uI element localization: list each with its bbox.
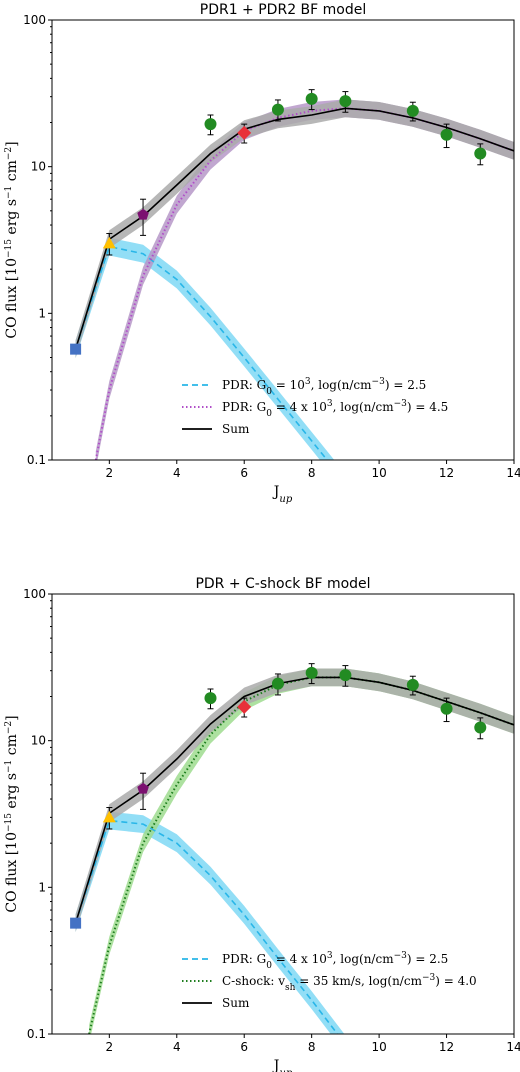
y-tick-label: 0.1: [27, 453, 46, 467]
legend-label-2: C-shock: vsh = 35 km/s, log(n/cm−3) = 4.…: [222, 973, 477, 993]
y-tick-label: 10: [31, 160, 46, 174]
obs-triangle: [102, 810, 116, 823]
y-tick-label: 1: [38, 880, 46, 894]
x-tick-label: 6: [240, 466, 248, 480]
obs-circle: [474, 721, 487, 734]
obs-square: [70, 343, 82, 355]
obs-circle: [271, 103, 284, 116]
plot-frame: [51, 593, 515, 1035]
chart-panel-1: 2 4 6 8 10 12 14 0.1 1 10 100 PDR1 + PDR2 BF model J…: [4, 2, 520, 505]
y-axis-label: CO flux [10−15 erg s−1 cm−2]: [4, 141, 20, 338]
x-tick-label: 10: [371, 1040, 386, 1054]
obs-pentagon: [137, 208, 149, 220]
chart-title: PDR + C-shock BF model: [195, 576, 370, 592]
x-tick-label: 12: [439, 466, 454, 480]
obs-circle: [474, 147, 487, 160]
x-tick-label: 14: [506, 1040, 520, 1054]
chart-title: PDR1 + PDR2 BF model: [200, 2, 367, 18]
x-tick-label: 4: [173, 1040, 181, 1054]
obs-circle: [204, 118, 217, 131]
legend-label-1: PDR: G0 = 103, log(n/cm−3) = 2.5: [222, 377, 426, 397]
legend: PDR: G0 = 4 x 103, log(n/cm−3) = 2.5C-sh…: [182, 951, 477, 1010]
series-line-1: [74, 245, 329, 460]
x-tick-label: 14: [506, 466, 520, 480]
obs-triangle: [102, 236, 116, 249]
x-tick-label: 2: [106, 1040, 114, 1054]
x-tick-label: 8: [308, 1040, 316, 1054]
x-tick-label: 8: [308, 466, 316, 480]
obs-circle: [406, 678, 419, 691]
legend-label-2: PDR: G0 = 4 x 103, log(n/cm−3) = 4.5: [222, 399, 448, 419]
legend-label-1: PDR: G0 = 4 x 103, log(n/cm−3) = 2.5: [222, 951, 448, 971]
obs-circle: [339, 95, 352, 108]
obs-circle: [406, 104, 419, 117]
obs-circle: [305, 92, 318, 105]
x-tick-label: 12: [439, 1040, 454, 1054]
obs-circle: [440, 702, 453, 715]
obs-square: [70, 917, 82, 929]
plot-frame: [51, 19, 515, 461]
plot-area: [70, 663, 514, 1034]
series-line-3: [74, 676, 514, 924]
chart-panel-2: 2 4 6 8 10 12 14 0.1 1 10 100 PDR + C-shock BF mode…: [4, 576, 520, 1072]
legend-label-3: Sum: [222, 422, 250, 436]
y-tick-label: 1: [38, 306, 46, 320]
x-tick-label: 2: [106, 466, 114, 480]
x-tick-label: 10: [371, 466, 386, 480]
x-axis-label: Jup: [272, 1058, 293, 1072]
y-tick-label: 100: [23, 13, 46, 27]
obs-circle: [271, 677, 284, 690]
y-tick-label: 10: [31, 734, 46, 748]
x-tick-label: 4: [173, 466, 181, 480]
y-axis-label: CO flux [10−15 erg s−1 cm−2]: [4, 715, 20, 912]
obs-diamond: [237, 699, 252, 714]
obs-circle: [204, 692, 217, 705]
plot-area: [70, 89, 514, 460]
x-tick-label: 6: [240, 1040, 248, 1054]
y-tick-label: 100: [23, 587, 46, 601]
obs-circle: [339, 669, 352, 682]
y-tick-label: 0.1: [27, 1027, 46, 1041]
series-line-3: [74, 107, 514, 350]
x-axis-label: Jup: [272, 484, 293, 505]
obs-circle: [305, 666, 318, 679]
obs-pentagon: [137, 782, 149, 794]
obs-diamond: [237, 125, 252, 140]
series-band-2: [89, 668, 514, 1034]
obs-circle: [440, 128, 453, 141]
legend-label-3: Sum: [222, 996, 250, 1010]
